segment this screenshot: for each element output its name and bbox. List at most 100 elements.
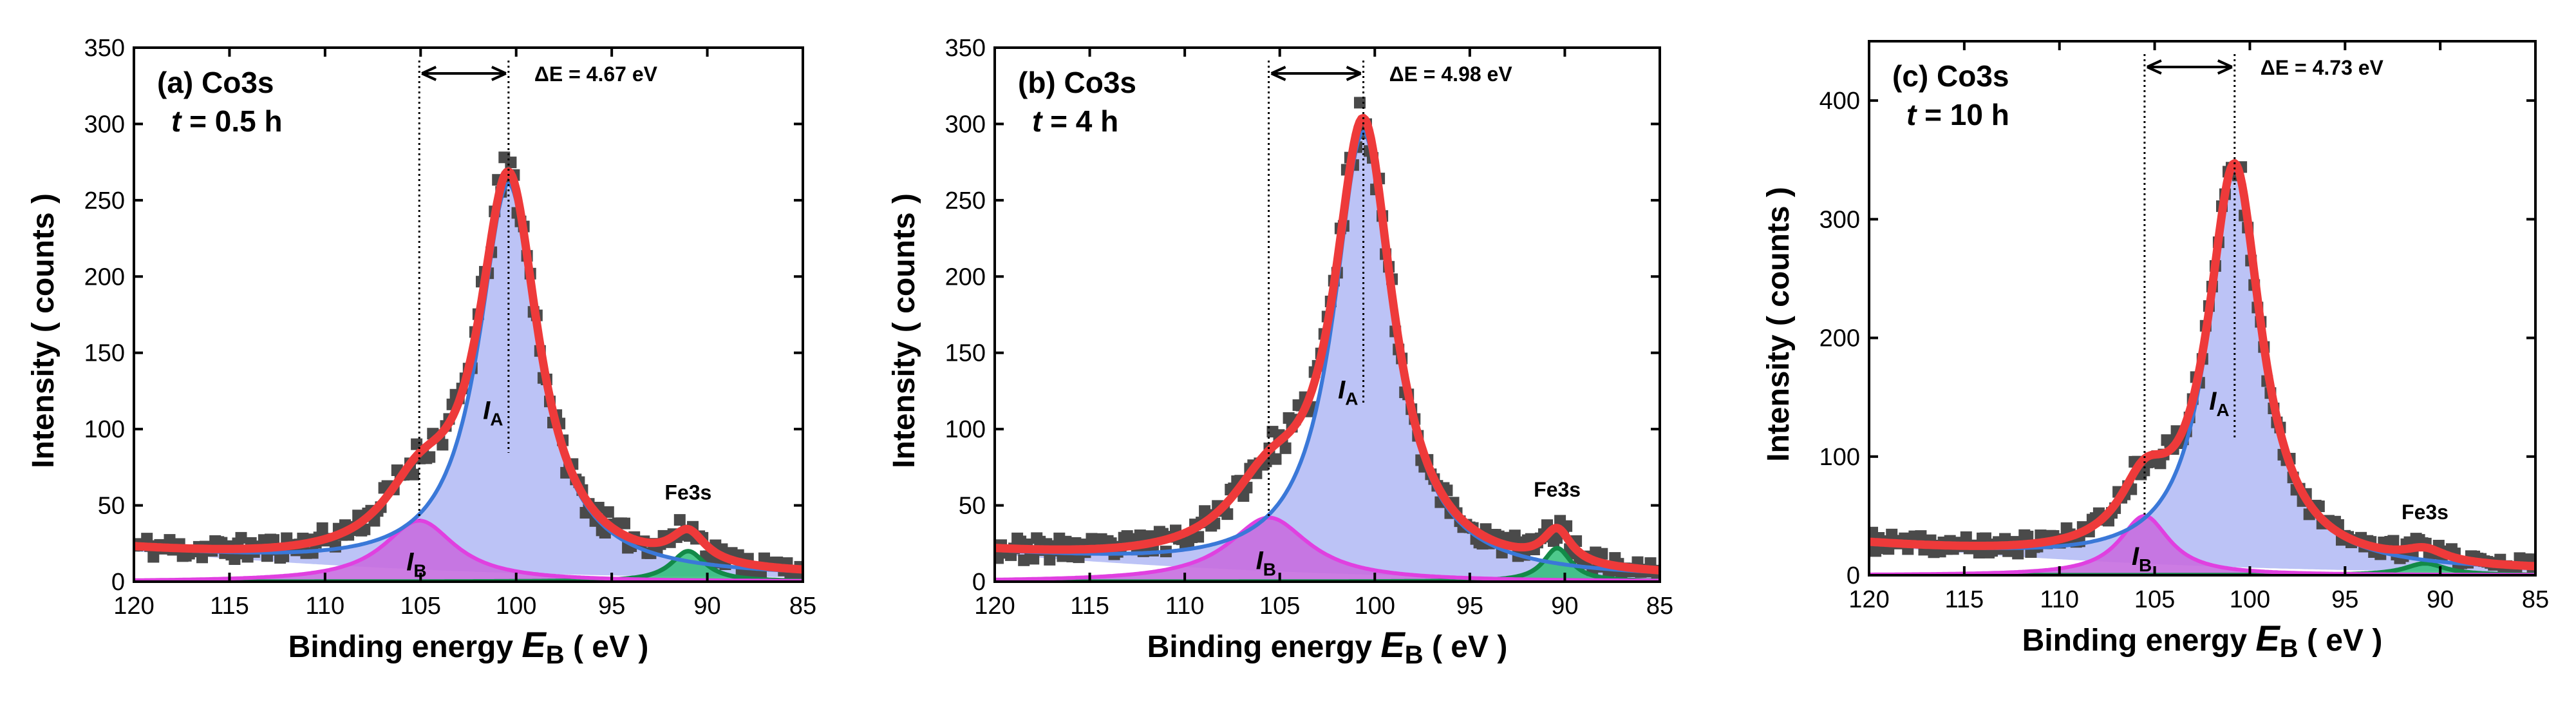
x-tick-label: 95 [1456, 593, 1483, 620]
peak-b-fill [995, 517, 1660, 582]
data-point [673, 514, 686, 526]
x-tick-label: 120 [113, 593, 154, 620]
peak-b-line [995, 515, 1660, 582]
data-point [1596, 548, 1608, 560]
arrowhead-right [2217, 59, 2233, 75]
x-tick-label: 105 [2134, 586, 2175, 613]
x-tick-label: 85 [2522, 586, 2549, 613]
delta-e-label: ΔE = 4.67 eV [534, 62, 658, 86]
peak-b-label: IB [2132, 542, 2152, 575]
data-point [408, 468, 419, 481]
y-axis-title: Intensity ( counts ) [1762, 187, 1796, 462]
arrowhead-left [421, 66, 437, 81]
data-point [1354, 97, 1366, 109]
peak-b-fill [134, 520, 803, 582]
data-point [1270, 453, 1282, 465]
y-tick-label: 250 [84, 187, 125, 215]
fe3s-label: Fe3s [664, 481, 711, 504]
x-axis-title: Binding energy EB ( eV ) [2022, 618, 2383, 663]
x-tick-label: 85 [1646, 593, 1673, 620]
peak-a-label: IA [2209, 387, 2229, 420]
x-tick-label: 115 [1070, 593, 1109, 620]
y-tick-label: 100 [84, 416, 125, 443]
data-point [2012, 548, 2024, 560]
data-point [2154, 457, 2167, 470]
x-tick-label: 95 [2331, 586, 2358, 613]
y-tick-label: 50 [98, 493, 125, 520]
y-axis-title: Intensity ( counts ) [26, 193, 61, 468]
y-tick-label: 0 [1847, 562, 1860, 589]
chart-panel-c: 120 115 110 105 100 95 90 85 0 100 200 300 400 Bindin… [1762, 40, 2549, 663]
data-point [1551, 532, 1563, 544]
arrowhead-left [2147, 59, 2162, 75]
plot-area [134, 151, 803, 582]
y-tick-label: 50 [959, 493, 986, 520]
y-tick-label: 200 [945, 263, 986, 291]
x-tick-label: 90 [2427, 586, 2454, 613]
arrowhead-right [491, 66, 507, 81]
time-label: t = 4 h [1032, 104, 1118, 138]
y-tick-label: 150 [84, 340, 125, 367]
peak-a-line [995, 129, 1660, 575]
data-point [1044, 553, 1056, 566]
peak-a-label: IA [1338, 376, 1358, 408]
peak-b-label: IB [406, 548, 426, 581]
x-axis-title: Binding energy EB ( eV ) [288, 624, 649, 669]
y-tick-label: 0 [972, 569, 986, 596]
x-tick-label: 105 [1259, 593, 1300, 620]
y-tick-label: 300 [84, 111, 125, 138]
data-point [1028, 553, 1040, 565]
arrowhead-right [1346, 66, 1362, 81]
time-label: t = 0.5 h [171, 104, 283, 138]
chart-panel-b: 120 115 110 105 100 95 90 85 0 50 100 150 200 250 300 3… [887, 35, 1673, 669]
y-tick-label: 350 [945, 35, 986, 62]
data-point [1192, 531, 1205, 543]
delta-e-label: ΔE = 4.98 eV [1389, 62, 1513, 86]
y-tick-label: 400 [1819, 88, 1860, 115]
panel-title: (b) Co3s [1018, 66, 1136, 99]
data-point [1980, 532, 1991, 544]
plot-area [995, 97, 1660, 582]
peak-b-label: IB [1256, 546, 1276, 579]
x-tick-label: 100 [2230, 586, 2270, 613]
data-point [235, 531, 247, 544]
data-point [1279, 442, 1292, 454]
envelope-fit-line [1869, 159, 2535, 571]
plot-frame [993, 46, 1661, 583]
data-point [229, 553, 241, 565]
y-tick-label: 200 [84, 263, 125, 291]
panel-title: (a) Co3s [157, 66, 274, 99]
data-point [147, 551, 160, 563]
x-tick-label: 120 [1848, 586, 1889, 613]
x-tick-label: 90 [693, 593, 720, 620]
peak-a-label: IA [483, 397, 503, 430]
x-tick-label: 115 [210, 593, 249, 620]
data-point [316, 522, 328, 534]
data-point [196, 551, 208, 564]
y-tick-label: 150 [945, 340, 986, 367]
x-tick-label: 110 [2040, 586, 2079, 613]
x-tick-label: 100 [1355, 593, 1395, 620]
data-point [1960, 531, 1972, 543]
y-tick-label: 350 [84, 35, 125, 62]
plot-frame [1868, 40, 2537, 577]
y-tick-label: 200 [1819, 325, 1860, 352]
fe3s-label: Fe3s [2402, 501, 2449, 524]
x-tick-label: 85 [789, 593, 816, 620]
envelope-fit-line [995, 113, 1660, 575]
data-point [268, 534, 279, 546]
data-point [505, 157, 517, 169]
data-point [437, 439, 449, 451]
y-tick-label: 100 [945, 416, 986, 443]
time-label: t = 10 h [1906, 98, 2009, 131]
data-point [1134, 530, 1146, 541]
data-point [602, 506, 614, 518]
y-tick-label: 0 [111, 569, 125, 596]
delta-e-label: ΔE = 4.73 eV [2261, 56, 2384, 79]
x-tick-label: 120 [974, 593, 1015, 620]
peak-b-line [134, 519, 803, 582]
x-tick-label: 95 [598, 593, 625, 620]
data-point [424, 451, 436, 463]
